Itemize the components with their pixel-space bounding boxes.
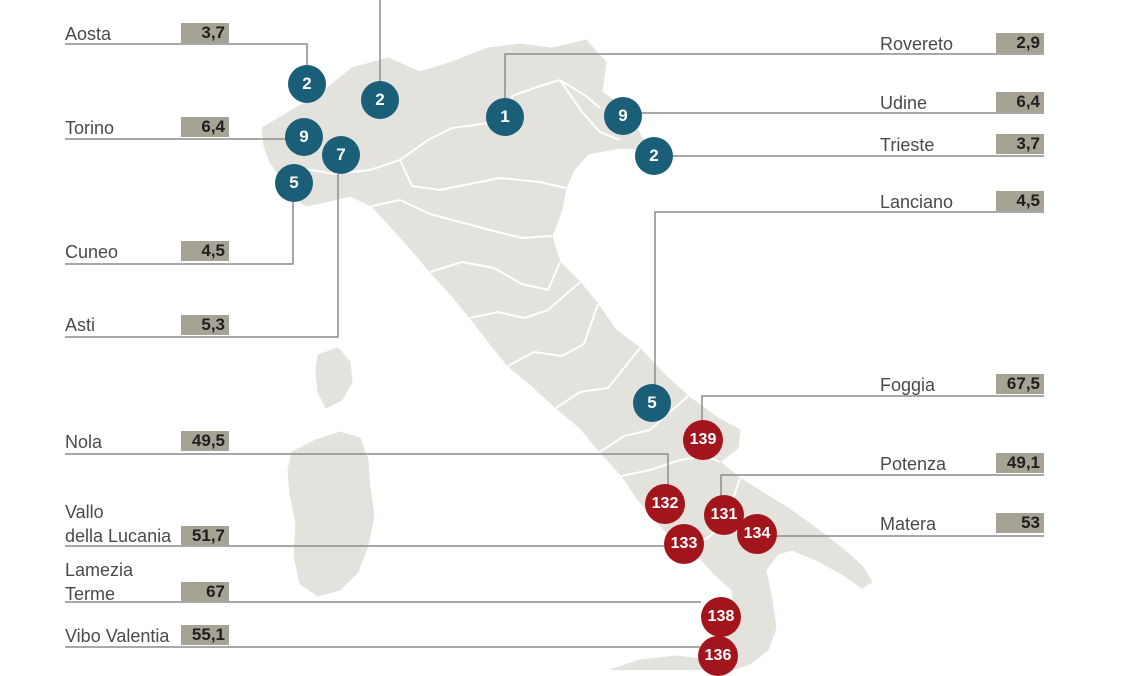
italy-landmass: [261, 39, 873, 670]
leader-line-asti: [65, 174, 339, 338]
region-border: [555, 347, 641, 409]
city-value-lamezia: 67: [181, 582, 229, 602]
region-border: [559, 79, 621, 141]
leader-line-cuneo: [65, 201, 294, 265]
corsica-island: [315, 347, 353, 409]
region-border: [599, 395, 689, 453]
city-marker-top-clipped: 2: [361, 81, 399, 119]
city-value-udine: 6,4: [996, 92, 1044, 112]
city-marker-aosta: 2: [288, 65, 326, 103]
city-label-aosta: Aosta: [65, 24, 112, 44]
city-value-torino: 6,4: [181, 117, 229, 137]
city-label-nola: Nola: [65, 432, 103, 452]
city-marker-lanciano: 5: [633, 384, 671, 422]
city-marker-cuneo: 5: [275, 164, 313, 202]
city-value-lanciano: 4,5: [996, 191, 1044, 211]
city-label-rovereto: Rovereto: [880, 34, 954, 54]
city-marker-udine: 9: [604, 97, 642, 135]
city-value-foggia: 67,5: [996, 374, 1044, 394]
city-marker-lamezia: 138: [701, 597, 741, 637]
city-marker-vibo: 136: [698, 636, 738, 676]
city-marker-vallo: 133: [664, 524, 704, 564]
city-marker-torino: 9: [285, 118, 323, 156]
city-label-potenza: Potenza: [880, 454, 947, 474]
leader-line-rovereto: [504, 53, 1044, 99]
city-value-matera: 53: [996, 513, 1044, 533]
city-label-asti: Asti: [65, 315, 96, 335]
city-value-asti: 5,3: [181, 315, 229, 335]
region-border: [371, 198, 553, 240]
city-value-trieste: 3,7: [996, 134, 1044, 154]
city-value-vibo: 55,1: [181, 625, 229, 645]
city-label-lanciano: Lanciano: [880, 192, 954, 212]
region-border: [469, 281, 581, 320]
city-label-trieste: Trieste: [880, 135, 935, 155]
city-label-vallo: Vallo della Lucania: [65, 502, 172, 546]
sicily-island: [609, 655, 715, 670]
city-label-udine: Udine: [880, 93, 928, 113]
city-label-matera: Matera: [880, 514, 937, 534]
leader-line-potenza: [720, 474, 1044, 496]
city-value-potenza: 49,1: [996, 453, 1044, 473]
leader-lines: [65, 0, 1044, 648]
city-marker-nola: 132: [645, 484, 685, 524]
region-border: [507, 303, 599, 367]
leader-line-nola: [65, 453, 669, 485]
region-border: [299, 139, 429, 176]
city-label-torino: Torino: [65, 118, 115, 138]
city-label-cuneo: Cuneo: [65, 242, 119, 262]
city-label-foggia: Foggia: [880, 375, 936, 395]
region-border: [559, 79, 601, 109]
region-border: [399, 159, 567, 192]
city-label-lamezia: Lamezia Terme: [65, 560, 134, 604]
leader-line-lanciano: [654, 211, 1044, 385]
city-marker-matera: 134: [737, 514, 777, 554]
city-value-aosta: 3,7: [181, 23, 229, 43]
city-label-vibo: Vibo Valentia: [65, 626, 170, 646]
city-value-rovereto: 2,9: [996, 33, 1044, 53]
region-border: [429, 260, 561, 292]
city-value-cuneo: 4,5: [181, 241, 229, 261]
city-value-vallo: 51,7: [181, 526, 229, 546]
sardinia-island: [287, 431, 375, 597]
city-marker-trieste: 2: [635, 137, 673, 175]
city-value-nola: 49,5: [181, 431, 229, 451]
city-marker-potenza: 131: [704, 495, 744, 535]
city-marker-rovereto: 1: [486, 98, 524, 136]
city-marker-foggia: 139: [683, 420, 723, 460]
city-marker-asti: 7: [322, 136, 360, 174]
leader-line-foggia: [701, 395, 1044, 421]
leader-line-aosta: [65, 43, 308, 66]
